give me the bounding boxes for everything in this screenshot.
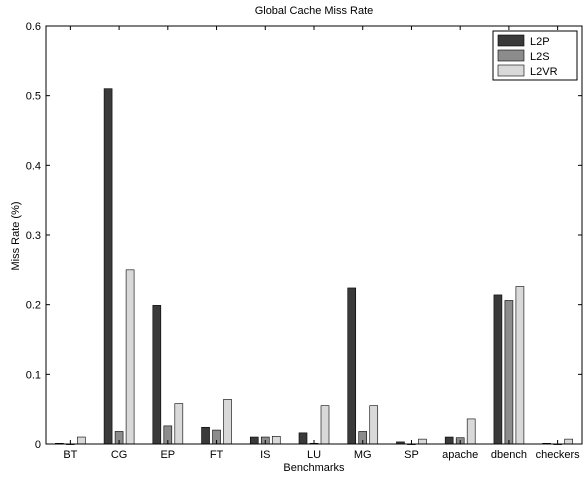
legend-label-l2s: L2S bbox=[530, 51, 550, 63]
x-tick-label: FT bbox=[210, 449, 224, 461]
legend: L2P L2S L2VR bbox=[492, 30, 578, 81]
bar-l2p-apache bbox=[444, 436, 454, 445]
bar-l2vr-bt bbox=[77, 436, 86, 445]
x-tick-label: dbench bbox=[491, 449, 527, 461]
bar-l2vr-dbench bbox=[515, 286, 525, 445]
x-axis-label: Benchmarks bbox=[283, 462, 345, 474]
bar-l2p-ft bbox=[201, 426, 210, 445]
bar-l2p-dbench bbox=[493, 294, 503, 445]
y-axis-ticks: 0 0.1 0.2 0.3 0.4 0.5 0.6 bbox=[26, 21, 582, 451]
bar-l2vr-ft bbox=[223, 399, 232, 445]
bar-l2vr-ep bbox=[174, 403, 184, 445]
bar-l2vr-cg bbox=[125, 269, 135, 445]
bar-l2p-is bbox=[249, 436, 259, 445]
legend-label-l2p: L2P bbox=[530, 36, 550, 48]
y-axis-label: Miss Rate (%) bbox=[10, 201, 22, 270]
bar-l2p-lu bbox=[298, 432, 308, 445]
chart-title: Global Cache Miss Rate bbox=[255, 5, 374, 17]
bar-l2p-cg bbox=[103, 88, 113, 445]
y-tick-label: 0.5 bbox=[26, 91, 41, 103]
y-tick-label: 0.3 bbox=[26, 230, 41, 242]
y-tick-label: 0.1 bbox=[26, 369, 41, 381]
y-tick-label: 0.4 bbox=[26, 160, 41, 172]
x-tick-label: EP bbox=[160, 449, 175, 461]
legend-swatch-l2vr bbox=[497, 64, 525, 77]
y-tick-label: 0.2 bbox=[26, 300, 41, 312]
x-tick-label: IS bbox=[260, 449, 270, 461]
bar-l2vr-checkers bbox=[564, 438, 573, 445]
legend-swatch-l2s bbox=[497, 49, 525, 62]
x-tick-label: apache bbox=[442, 449, 478, 461]
bars-group bbox=[55, 88, 573, 445]
y-tick-label: 0.6 bbox=[26, 21, 41, 33]
x-tick-label: checkers bbox=[536, 449, 581, 461]
bar-l2p-mg bbox=[347, 287, 357, 445]
bar-l2vr-lu bbox=[320, 405, 330, 445]
bar-l2s-dbench bbox=[504, 300, 514, 445]
x-tick-label: LU bbox=[307, 449, 321, 461]
bar-l2vr-apache bbox=[466, 418, 476, 445]
legend-swatch-l2p bbox=[497, 34, 525, 47]
bar-l2vr-mg bbox=[369, 405, 379, 445]
legend-label-l2vr: L2VR bbox=[530, 66, 558, 78]
bar-l2p-ep bbox=[152, 305, 162, 445]
x-tick-label: SP bbox=[404, 449, 419, 461]
bar-l2vr-sp bbox=[418, 438, 427, 445]
x-tick-label: CG bbox=[111, 449, 128, 461]
x-axis-ticks: BT CG EP FT IS LU MG SP apache dbench checkers bbox=[63, 26, 580, 461]
x-tick-label: BT bbox=[63, 449, 77, 461]
y-tick-label: 0 bbox=[35, 439, 41, 451]
x-tick-label: MG bbox=[354, 449, 372, 461]
bar-l2vr-is bbox=[271, 436, 281, 445]
